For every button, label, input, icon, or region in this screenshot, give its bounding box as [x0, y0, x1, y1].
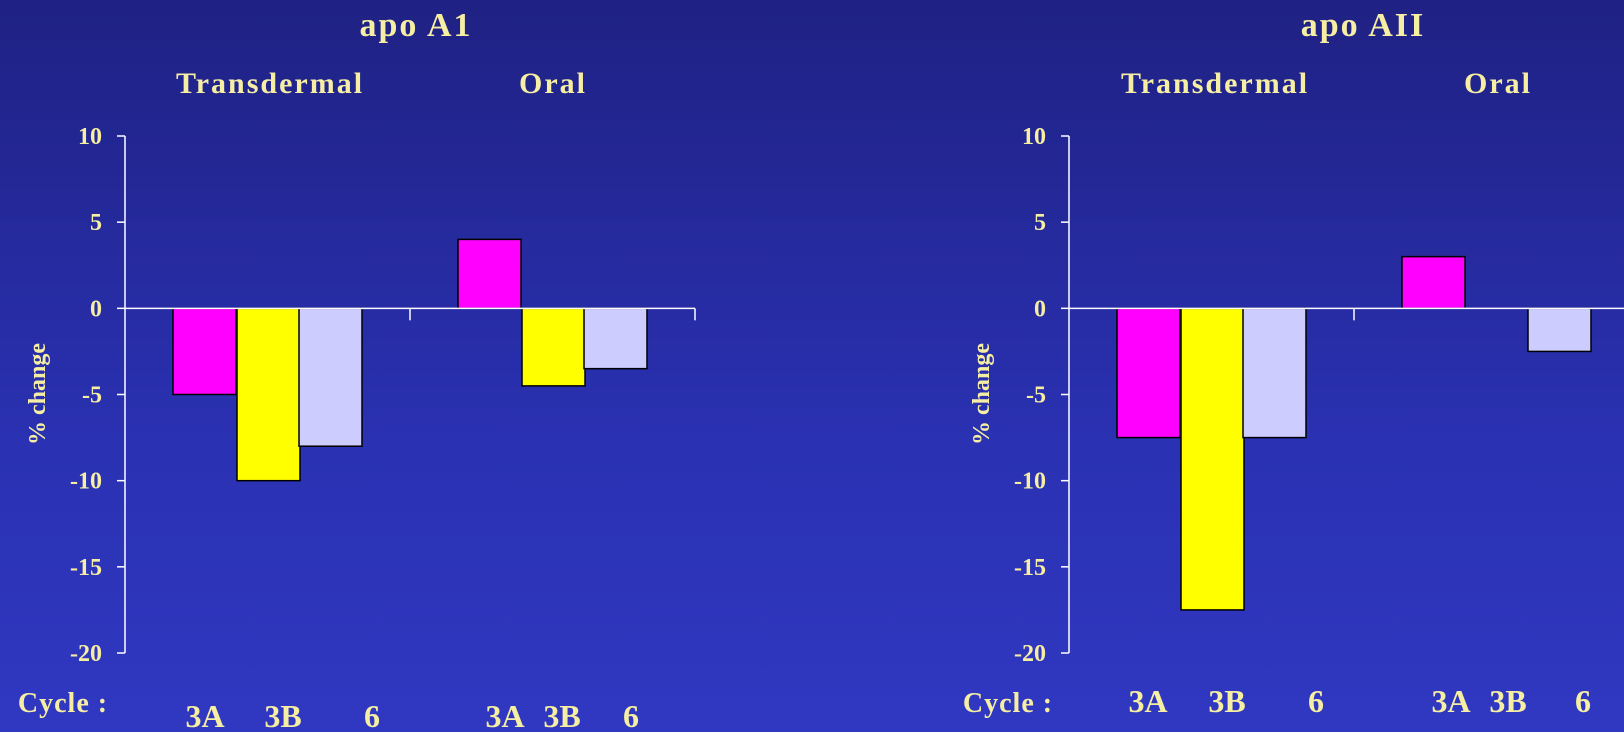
y-tick-label: -5: [82, 383, 102, 409]
chart-title: apo A1: [359, 7, 472, 44]
category-label-3b: 3B: [1208, 683, 1245, 719]
bar-oral-6: [583, 307, 648, 370]
y-axis-label: % change: [969, 343, 995, 445]
y-tick-label: -10: [70, 469, 102, 495]
y-tick-label: -20: [70, 641, 102, 667]
y-tick-label: 5: [1034, 210, 1046, 236]
bar-transdermal-3b: [1180, 307, 1245, 611]
category-label-6: 6: [623, 698, 639, 732]
category-label-3b: 3B: [264, 698, 301, 732]
bar-oral-6: [1527, 307, 1592, 353]
group-label-oral: Oral: [1464, 67, 1532, 100]
category-label-3a: 3A: [485, 698, 524, 732]
category-label-3a: 3A: [1128, 683, 1167, 719]
bar-transdermal-3b: [236, 307, 301, 482]
y-tick-label: 5: [90, 210, 102, 236]
bar-transdermal-6: [1242, 307, 1307, 439]
category-label-6: 6: [1575, 683, 1591, 719]
bar-oral-3a: [1401, 255, 1466, 310]
chart-panel-1: apo A1 Transdermal Oral % change 10 5 0 -5 -10 -1…: [18, 7, 696, 732]
bar-transdermal-3a: [1116, 307, 1181, 439]
category-label-3a: 3A: [185, 698, 224, 732]
chart-panel-2: apo AII Transdermal Oral % change 10 5 0 -5 -10 -…: [963, 7, 1624, 719]
category-label-6: 6: [364, 698, 380, 732]
chart-title: apo AII: [1301, 7, 1426, 44]
y-tick-label: 0: [90, 296, 102, 322]
y-axis-label: % change: [25, 343, 51, 445]
category-label-3b: 3B: [1489, 683, 1526, 719]
category-label-6: 6: [1308, 683, 1324, 719]
y-tick-label: -15: [70, 555, 102, 581]
group-label-oral: Oral: [519, 67, 587, 100]
x-axis-label: Cycle :: [18, 688, 108, 719]
category-label-3a: 3A: [1431, 683, 1470, 719]
category-label-3b: 3B: [543, 698, 580, 732]
y-tick-label: -20: [1014, 641, 1046, 667]
group-label-transdermal: Transdermal: [1121, 67, 1309, 100]
bar-transdermal-3a: [172, 307, 237, 396]
y-tick-label: 10: [78, 124, 102, 150]
y-tick-label: -10: [1014, 469, 1046, 495]
bar-oral-3a: [457, 238, 522, 310]
group-label-transdermal: Transdermal: [176, 67, 364, 100]
y-tick-label: 10: [1022, 124, 1046, 150]
y-tick-label: -5: [1026, 383, 1046, 409]
bar-oral-3b: [521, 307, 586, 387]
bar-transdermal-6: [298, 307, 363, 447]
x-axis-label: Cycle :: [963, 688, 1053, 719]
y-tick-label: -15: [1014, 555, 1046, 581]
y-tick-label: 0: [1034, 296, 1046, 322]
